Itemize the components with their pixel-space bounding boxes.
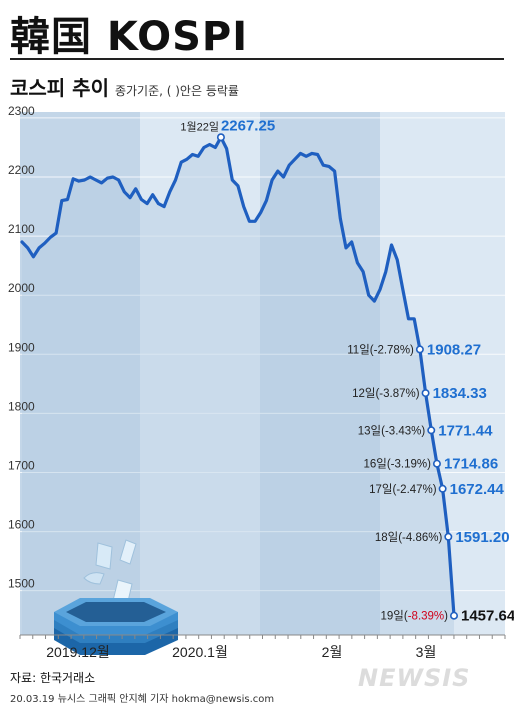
y-tick-label: 1900 [8, 340, 35, 354]
chart-title: 韓国 KOSPI [10, 14, 249, 60]
data-point [438, 484, 447, 493]
subtitle-note: 종가기준, ( )안은 등락률 [114, 84, 239, 98]
day-text: 12일( [352, 386, 379, 400]
day-text: 13일( [358, 423, 385, 437]
y-tick-label: 1600 [8, 518, 35, 532]
paren-close: ) [438, 532, 442, 544]
paren-close: ) [410, 344, 414, 356]
chart-subtitle: 코스피 추이 종가기준, ( )안은 등락률 [10, 72, 239, 101]
kospi-chart: 1500 1600 1700 1800 1900 2000 2100 2200 2300 1월2… [8, 104, 514, 660]
value-label: 1457.64 [461, 608, 514, 625]
day-label: 17일(-2.47%) [369, 482, 437, 496]
y-tick-label: 1800 [8, 399, 35, 413]
data-point [432, 459, 441, 468]
pct-text: -2.47% [396, 484, 432, 496]
data-point [216, 133, 225, 142]
y-tick-label: 2300 [8, 104, 35, 118]
day-text: 16일( [363, 457, 390, 471]
data-point [444, 532, 453, 541]
x-month-label: 2020.1월 [172, 644, 228, 660]
pct-text: -3.19% [391, 459, 427, 471]
data-point [421, 389, 430, 398]
credit-text: 20.03.19 뉴시스 그래픽 안지혜 기자 hokma@newsis.com [10, 694, 275, 705]
day-text: 11일( [347, 342, 374, 356]
peak-date-label: 1월22일 [180, 119, 219, 133]
subtitle-text: 코스피 추이 [10, 76, 109, 100]
pct-text: -3.87% [379, 388, 415, 400]
kospi-line [20, 135, 456, 618]
title-divider [10, 58, 504, 60]
grid-lines [20, 117, 505, 592]
value-label: 1714.86 [444, 456, 498, 473]
y-tick-label: 1700 [8, 458, 35, 472]
y-tick-label: 2200 [8, 163, 35, 177]
pct-text: -4.86% [402, 532, 438, 544]
y-axis-ticks: 1500 1600 1700 1800 1900 2000 2100 2200 2300 [8, 104, 35, 591]
area-under-line [22, 137, 454, 636]
paren-close: ) [444, 611, 448, 623]
value-label: 1771.44 [438, 422, 493, 439]
value-label: 1834.33 [433, 385, 487, 402]
value-label: 1908.27 [427, 341, 481, 358]
value-label: 1672.44 [450, 481, 505, 498]
pct-text: -8.39% [408, 611, 444, 623]
x-month-label: 2019.12월 [46, 644, 110, 660]
day-label: 16일(-3.19%) [363, 457, 431, 471]
paren-close: ) [416, 388, 420, 400]
day-text: 17일( [369, 482, 396, 496]
data-point [415, 345, 424, 354]
y-tick-label: 2000 [8, 281, 35, 295]
annotations: 1월22일 2267.25 11일(-2.78%) 1908.27 12일(-3.87%… [180, 117, 514, 624]
y-tick-label: 2100 [8, 222, 35, 236]
band-march [380, 112, 505, 635]
pct-text: -2.78% [374, 344, 410, 356]
x-month-label: 3월 [416, 644, 437, 660]
peak-value-label: 2267.25 [221, 117, 275, 134]
annotation-points [216, 133, 458, 620]
y-tick-label: 1500 [8, 577, 35, 591]
x-axis-labels: 2019.12월 2020.1월 2월 3월 [19, 634, 506, 660]
band-february [260, 112, 380, 635]
paren-close: ) [421, 425, 425, 437]
paren-close: ) [427, 459, 431, 471]
x-month-label: 2월 [322, 644, 343, 660]
data-point [427, 426, 436, 435]
day-label: 11일(-2.78%) [347, 342, 414, 356]
day-text: 19일( [381, 609, 408, 623]
day-text: 18일( [375, 530, 402, 544]
day-label: 13일(-3.43%) [358, 423, 426, 437]
band-december [20, 112, 140, 635]
value-label: 1591.20 [455, 529, 509, 546]
day-label: 19일(-8.39%) [381, 609, 449, 623]
day-label: 12일(-3.87%) [352, 386, 420, 400]
day-label: 18일(-4.86%) [375, 530, 443, 544]
source-text: 자료: 한국거래소 [10, 671, 96, 685]
data-point [449, 611, 458, 620]
paren-close: ) [433, 484, 437, 496]
pct-text: -3.43% [385, 425, 421, 437]
newsis-watermark: NEWSIS [358, 664, 471, 692]
